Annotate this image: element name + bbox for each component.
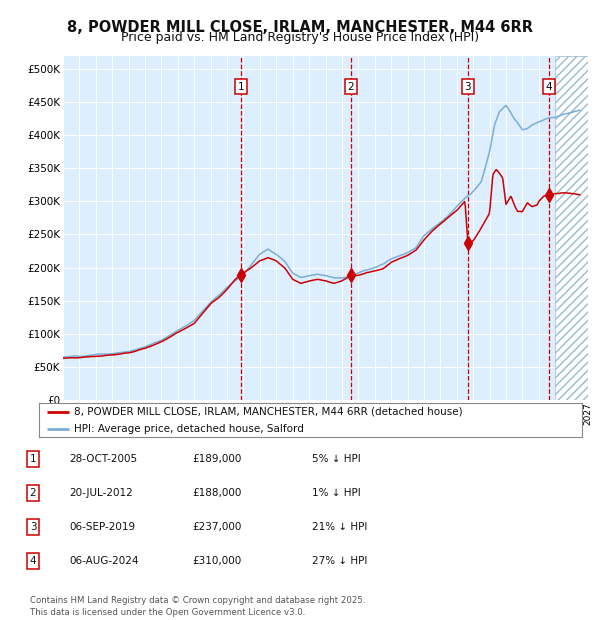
Text: 06-AUG-2024: 06-AUG-2024 [69, 556, 139, 566]
Text: 2: 2 [29, 488, 37, 498]
Text: 2: 2 [347, 82, 354, 92]
Bar [555, 56, 588, 400]
Text: 3: 3 [29, 522, 37, 532]
Text: 3: 3 [464, 82, 471, 92]
Text: 20-JUL-2012: 20-JUL-2012 [69, 488, 133, 498]
Text: HPI: Average price, detached house, Salford: HPI: Average price, detached house, Salf… [74, 423, 304, 433]
Text: Price paid vs. HM Land Registry's House Price Index (HPI): Price paid vs. HM Land Registry's House … [121, 31, 479, 44]
Text: 1: 1 [29, 454, 37, 464]
Text: 28-OCT-2005: 28-OCT-2005 [69, 454, 137, 464]
Text: 06-SEP-2019: 06-SEP-2019 [69, 522, 135, 532]
Text: £237,000: £237,000 [192, 522, 241, 532]
Text: £189,000: £189,000 [192, 454, 241, 464]
Text: 8, POWDER MILL CLOSE, IRLAM, MANCHESTER, M44 6RR (detached house): 8, POWDER MILL CLOSE, IRLAM, MANCHESTER,… [74, 407, 463, 417]
Text: 8, POWDER MILL CLOSE, IRLAM, MANCHESTER, M44 6RR: 8, POWDER MILL CLOSE, IRLAM, MANCHESTER,… [67, 20, 533, 35]
Text: £188,000: £188,000 [192, 488, 241, 498]
Text: 4: 4 [29, 556, 37, 566]
Text: 1% ↓ HPI: 1% ↓ HPI [312, 488, 361, 498]
Text: 21% ↓ HPI: 21% ↓ HPI [312, 522, 367, 532]
Text: £310,000: £310,000 [192, 556, 241, 566]
Text: 5% ↓ HPI: 5% ↓ HPI [312, 454, 361, 464]
Text: 27% ↓ HPI: 27% ↓ HPI [312, 556, 367, 566]
Text: Contains HM Land Registry data © Crown copyright and database right 2025.
This d: Contains HM Land Registry data © Crown c… [30, 596, 365, 617]
Text: 4: 4 [545, 82, 552, 92]
Text: 1: 1 [238, 82, 244, 92]
